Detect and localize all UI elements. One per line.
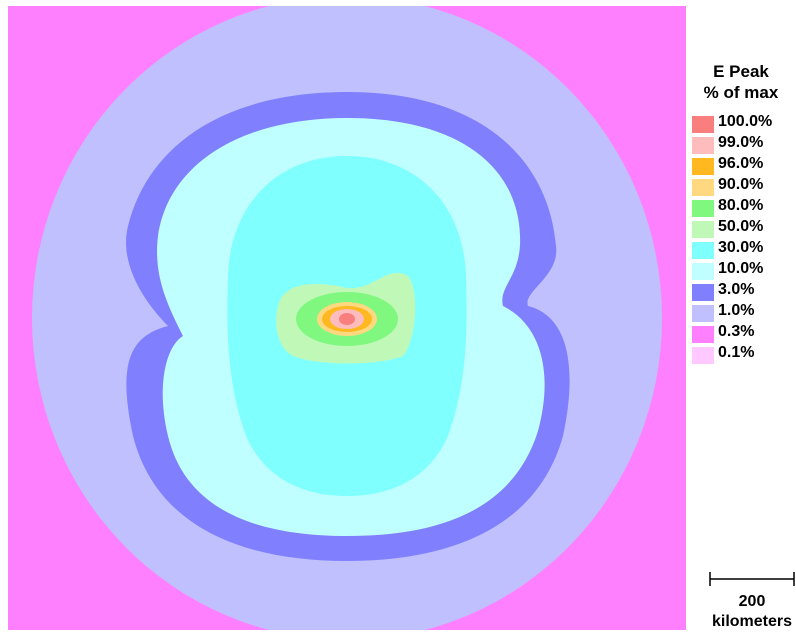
legend-label: 30.0% [718,239,764,256]
legend-label: 10.0% [718,260,764,277]
legend-swatch [692,347,714,364]
legend-title-line2: % of max [703,83,779,102]
legend-label: 0.1% [718,344,755,361]
legend-swatch [692,116,714,133]
legend-label: 80.0% [718,197,764,214]
legend-label: 1.0% [718,302,755,319]
legend-label: 0.3% [718,323,755,340]
legend-label: 3.0% [718,281,755,298]
legend-label: 50.0% [718,218,764,235]
legend-swatch [692,179,714,196]
legend-swatch [692,221,714,238]
scale-bar-unit: kilometers [711,613,793,630]
legend-swatch [692,242,714,259]
legend-label: 100.0% [718,113,773,130]
contour-map [8,6,686,630]
legend-swatch [692,158,714,175]
legend-swatch [692,137,714,154]
legend-swatch [692,200,714,217]
legend-swatch [692,305,714,322]
legend-title-line1: E Peak [713,62,769,81]
legend-label: 99.0% [718,134,764,151]
scale-bar-line [709,572,795,586]
legend-label: 96.0% [718,155,764,172]
legend-label: 90.0% [718,176,764,193]
legend-swatch [692,284,714,301]
scale-bar: 200 kilometers [708,568,796,634]
contour-100-0-region [339,313,355,325]
scale-bar-value: 200 [738,593,766,610]
legend-swatch [692,263,714,280]
legend-swatch [692,326,714,343]
